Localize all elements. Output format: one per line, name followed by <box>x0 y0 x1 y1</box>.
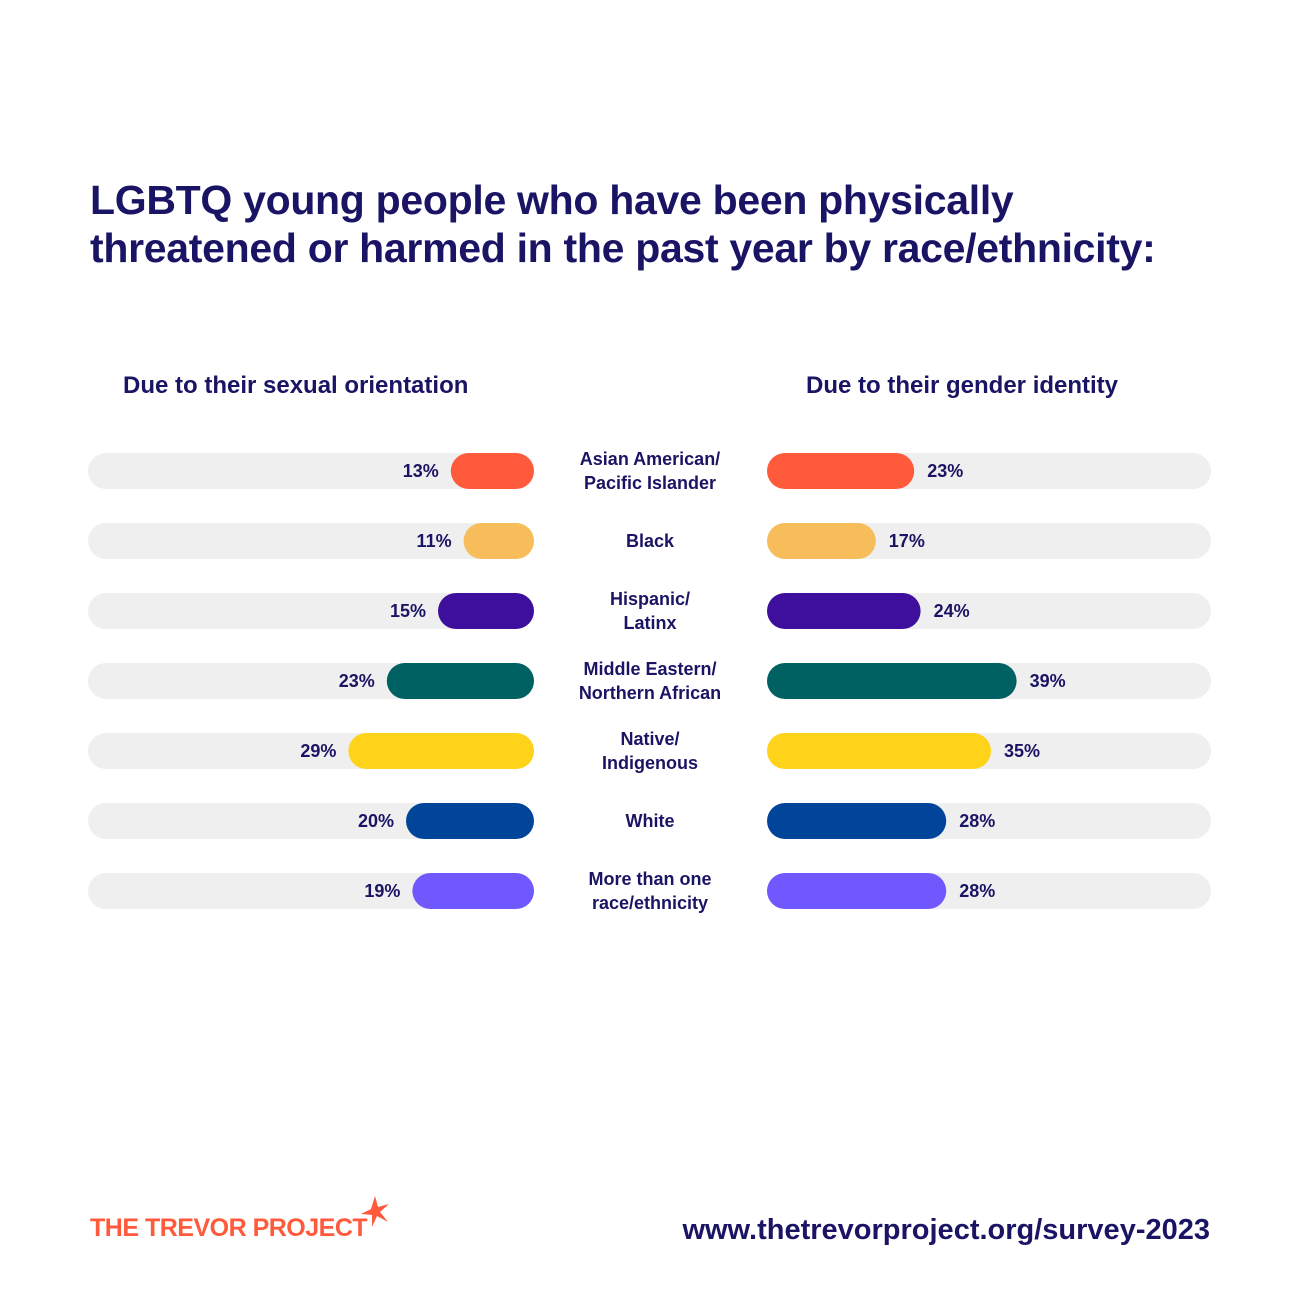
left-series-heading: Due to their sexual orientation <box>123 372 469 399</box>
right-bar <box>767 523 876 559</box>
chart-title-line-2: threatened or harmed in the past year by… <box>90 225 1156 271</box>
left-bar <box>406 803 534 839</box>
right-bar <box>767 663 1017 699</box>
left-track <box>88 453 534 489</box>
right-bar <box>767 803 947 839</box>
left-bar <box>412 873 534 909</box>
right-series-heading: Due to their gender identity <box>806 372 1119 399</box>
trevor-project-logo: THE TREVOR PROJECT <box>90 1214 368 1242</box>
right-track <box>767 523 1211 559</box>
category-label: More than one race/ethnicity <box>550 867 750 915</box>
left-data-label: 19% <box>364 881 400 901</box>
right-bar <box>767 453 915 489</box>
star-logo-icon <box>361 1196 389 1227</box>
category-label-line: race/ethnicity <box>591 893 709 913</box>
left-data-label: 11% <box>417 531 452 551</box>
category-label: Middle Eastern/Northern African <box>550 657 750 705</box>
category-label-line: Pacific Islander <box>583 473 717 493</box>
right-data-label: 23% <box>927 461 963 481</box>
right-data-label: 24% <box>934 601 970 621</box>
category-label: Native/Indigenous <box>550 727 750 775</box>
category-label-line: More than one <box>588 869 712 889</box>
category-label-line: White <box>625 811 675 831</box>
survey-url[interactable]: www.thetrevorproject.org/survey-2023 <box>682 1214 1210 1246</box>
category-label-line: Middle Eastern/ <box>583 659 717 679</box>
right-bar <box>767 873 947 909</box>
category-label-line: Black <box>625 531 675 551</box>
category-label-line: Latinx <box>623 613 677 633</box>
category-label-line: Northern African <box>578 683 722 703</box>
right-data-label: 28% <box>959 881 995 901</box>
category-label: Hispanic/Latinx <box>550 587 750 635</box>
right-data-label: 39% <box>1030 671 1066 691</box>
left-bar <box>438 593 534 629</box>
left-data-label: 29% <box>300 741 336 761</box>
right-data-label: 28% <box>959 811 995 831</box>
left-data-label: 23% <box>339 671 375 691</box>
left-bar <box>463 523 534 559</box>
right-bar <box>767 733 991 769</box>
left-bar <box>348 733 534 769</box>
left-track <box>88 593 534 629</box>
left-data-label: 13% <box>403 461 439 481</box>
category-label-line: Asian American/ <box>579 449 721 469</box>
category-label: White <box>550 809 750 833</box>
chart-title-line-1: LGBTQ young people who have been physica… <box>90 177 1014 223</box>
category-label-line: Indigenous <box>602 753 698 773</box>
right-bar <box>767 593 921 629</box>
category-label: Asian American/Pacific Islander <box>550 447 750 495</box>
chart-title: LGBTQ young people who have been physica… <box>90 176 1240 272</box>
category-label-line: Native/ <box>620 729 680 749</box>
right-data-label: 35% <box>1004 741 1040 761</box>
left-data-label: 20% <box>358 811 394 831</box>
category-label: Black <box>550 529 750 553</box>
left-bar <box>386 663 534 699</box>
left-track <box>88 523 534 559</box>
left-data-label: 15% <box>390 601 426 621</box>
right-data-label: 17% <box>889 531 925 551</box>
category-label-line: Hispanic/ <box>609 589 691 609</box>
left-bar <box>450 453 534 489</box>
